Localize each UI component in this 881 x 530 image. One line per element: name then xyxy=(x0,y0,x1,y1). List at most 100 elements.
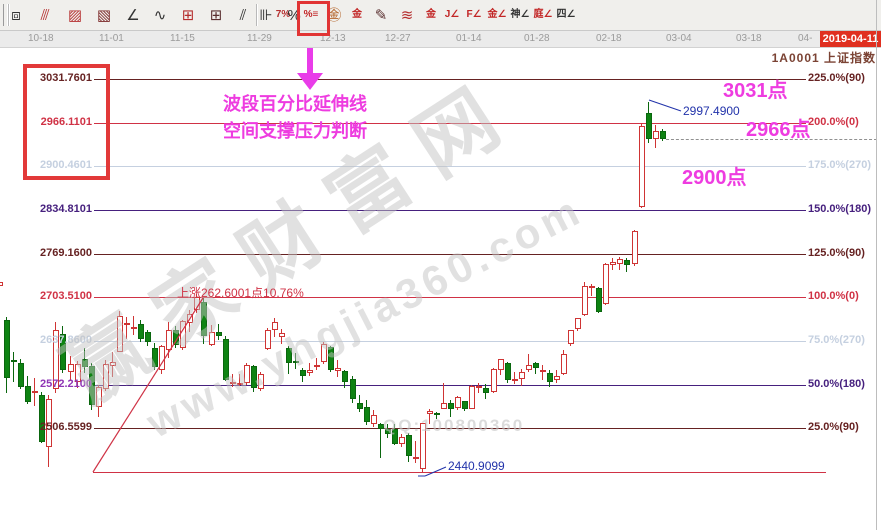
brush-tool-icon[interactable]: ✎ xyxy=(374,6,388,24)
candle xyxy=(0,282,3,286)
extension-level-line xyxy=(94,297,806,298)
grid-icon[interactable]: ⊞ xyxy=(181,6,195,24)
candle xyxy=(258,374,264,389)
toolbar-drag-handle[interactable] xyxy=(3,4,8,26)
candle xyxy=(385,429,391,434)
candle xyxy=(350,379,356,399)
candle xyxy=(131,327,137,329)
level-percent-label: 200.0%(0) xyxy=(808,116,859,128)
candle xyxy=(575,318,581,329)
date-tick-label: 11-01 xyxy=(99,33,124,44)
candle xyxy=(427,411,433,414)
candle xyxy=(124,323,130,325)
candle xyxy=(314,365,320,367)
trendline-tool-icon[interactable]: ∠ xyxy=(126,6,140,24)
tool-highlight-box xyxy=(297,1,330,36)
candle xyxy=(138,324,144,339)
candle-wick xyxy=(13,352,14,382)
candle xyxy=(244,365,250,383)
level-price-label: 2900.4601 xyxy=(40,159,92,171)
candle xyxy=(610,262,616,265)
candle xyxy=(216,332,222,336)
candle xyxy=(526,365,532,370)
candle xyxy=(653,131,659,139)
point-3031-label: 3031点 xyxy=(723,80,788,102)
j-angle-icon[interactable]: J∠ xyxy=(444,9,460,20)
level-price-label: 2966.1101 xyxy=(40,116,92,128)
date-tick-label: 10-18 xyxy=(28,33,54,44)
candle xyxy=(469,386,475,409)
candle xyxy=(399,437,405,444)
select-box-icon[interactable]: ⧈ xyxy=(11,6,21,24)
ting-angle-icon[interactable]: 庭∠ xyxy=(533,9,553,20)
candle xyxy=(441,403,447,409)
candle xyxy=(209,332,215,345)
candle xyxy=(505,363,511,380)
instrument-label: 1A0001 上证指数 xyxy=(771,51,876,65)
extension-level-line xyxy=(94,166,806,167)
candle-wick xyxy=(133,316,134,335)
highlighted-date-badge: 2019-04-11 xyxy=(820,31,881,47)
candle xyxy=(53,330,59,389)
date-tick-label: 04- xyxy=(798,33,813,44)
candle xyxy=(491,369,497,392)
gold-box-icon[interactable]: 金 xyxy=(426,9,436,20)
candle xyxy=(420,423,426,469)
candle-wick xyxy=(415,441,416,463)
candle xyxy=(145,332,151,342)
f-angle-icon[interactable]: F∠ xyxy=(466,9,482,20)
parallel-lines-icon[interactable]: ⫽ xyxy=(239,6,247,24)
zigzag-tool-icon[interactable]: ∿ xyxy=(153,6,167,24)
level-price-label: 2834.8101 xyxy=(40,203,92,215)
wave-rise-label: 上涨262.6001点10.76% xyxy=(177,286,304,300)
candle xyxy=(300,370,306,376)
candle xyxy=(272,322,278,330)
gold-section-icon[interactable]: 金 xyxy=(352,9,362,20)
extension-level-line xyxy=(94,385,806,386)
candle-wick xyxy=(535,362,536,374)
extension-level-line xyxy=(94,210,806,211)
marked-low-label: 2440.9099 xyxy=(448,459,505,473)
gann-square-icon[interactable]: ▧ xyxy=(96,6,112,24)
candle xyxy=(328,347,334,370)
wave-tool-icon[interactable]: ≋ xyxy=(400,6,414,24)
percent-extension-icon[interactable]: %≡ xyxy=(303,9,319,20)
shen-angle-icon[interactable]: 神∠ xyxy=(510,9,530,20)
candle xyxy=(617,259,623,264)
candle xyxy=(152,348,158,367)
candle xyxy=(39,395,45,442)
candle xyxy=(596,288,602,312)
candle-wick xyxy=(591,284,592,296)
gann-box-icon[interactable]: ▨ xyxy=(67,6,83,24)
candle-wick xyxy=(478,383,479,393)
high-pointer-line xyxy=(648,99,682,112)
candle xyxy=(342,371,348,382)
measure-bars-icon[interactable]: ⊪ xyxy=(259,6,273,24)
level-percent-label: 175.0%(270) xyxy=(808,159,871,171)
gold-circle-icon[interactable]: ㊎ xyxy=(326,6,342,24)
level-percent-label: 50.0%(180) xyxy=(808,378,865,390)
candle xyxy=(286,348,292,363)
candle xyxy=(364,407,370,422)
gold-angle-icon[interactable]: 金∠ xyxy=(487,9,507,20)
date-axis: 2019-04-11 10-18 11-01 11-15 11-29 12-13 12-2… xyxy=(0,31,881,48)
candle-wick xyxy=(443,383,444,409)
toolbar-separator xyxy=(8,4,10,26)
date-tick-label: 03-18 xyxy=(736,33,762,44)
callout-arrow-head xyxy=(297,73,323,90)
candle xyxy=(568,330,574,344)
si-angle-icon[interactable]: 四∠ xyxy=(556,9,576,20)
date-tick-label: 11-15 xyxy=(170,33,195,44)
candle-wick xyxy=(429,409,430,424)
candle xyxy=(406,435,412,456)
level-percent-label: 225.0%(90) xyxy=(808,72,865,84)
watermark-qq: QQ:100800360 xyxy=(383,416,525,435)
candle xyxy=(32,391,38,393)
grid-alt-icon[interactable]: ⊞ xyxy=(209,6,223,24)
percent-strike-icon[interactable]: 7% xyxy=(275,9,291,20)
candle xyxy=(455,397,461,408)
gann-fan-icon[interactable]: ⫻ xyxy=(40,6,50,24)
candle xyxy=(483,388,489,393)
candle xyxy=(589,286,595,288)
